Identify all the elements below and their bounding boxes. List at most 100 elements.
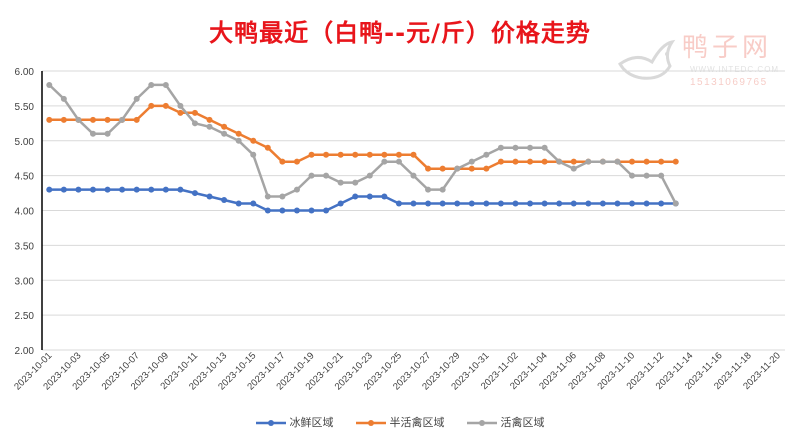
data-point: [366, 172, 373, 179]
data-point: [279, 207, 286, 214]
duck-logo-icon: [618, 39, 676, 80]
data-point: [60, 95, 67, 102]
data-point: [104, 186, 111, 193]
data-point: [381, 151, 388, 158]
data-point: [599, 158, 606, 165]
data-point: [191, 190, 198, 197]
data-point: [279, 158, 286, 165]
series-line-3: [48, 83, 677, 205]
data-point: [643, 172, 650, 179]
legend-label: 半活禽区域: [389, 417, 445, 429]
data-point: [323, 207, 330, 214]
data-point: [206, 193, 213, 200]
data-point: [352, 193, 359, 200]
y-tick-label: 6.00: [15, 67, 35, 78]
data-point: [512, 200, 519, 207]
data-point: [46, 186, 53, 193]
data-point: [483, 165, 490, 172]
data-point: [191, 120, 198, 127]
legend-item: 活禽区域: [466, 416, 545, 430]
data-point: [293, 207, 300, 214]
data-point: [191, 109, 198, 116]
data-point: [337, 179, 344, 186]
data-point: [308, 207, 315, 214]
data-point: [439, 200, 446, 207]
data-point: [323, 151, 330, 158]
legend-marker-icon: [466, 420, 497, 426]
data-point: [541, 144, 548, 151]
data-point: [468, 200, 475, 207]
data-point: [337, 151, 344, 158]
data-point: [337, 200, 344, 207]
legend-marker-icon: [355, 420, 386, 426]
data-point: [454, 165, 461, 172]
data-point: [352, 179, 359, 186]
y-tick-label: 3.00: [15, 276, 35, 287]
data-point: [629, 200, 636, 207]
data-point: [570, 158, 577, 165]
data-point: [264, 144, 271, 151]
data-point: [104, 116, 111, 123]
data-point: [104, 130, 111, 137]
legend-label: 活禽区域: [500, 417, 545, 429]
data-point: [46, 81, 53, 88]
data-point: [527, 200, 534, 207]
data-point: [60, 186, 67, 193]
data-point: [221, 130, 228, 137]
data-point: [614, 158, 621, 165]
data-point: [381, 193, 388, 200]
data-point: [250, 151, 257, 158]
data-point: [512, 144, 519, 151]
data-point: [323, 172, 330, 179]
data-point: [468, 158, 475, 165]
data-point: [221, 197, 228, 204]
data-point: [497, 158, 504, 165]
y-tick-label: 2.50: [15, 311, 35, 322]
data-point: [629, 158, 636, 165]
legend-item: 冰鲜区域: [255, 416, 334, 430]
data-point: [162, 186, 169, 193]
data-point: [308, 151, 315, 158]
data-point: [395, 158, 402, 165]
data-point: [250, 200, 257, 207]
data-point: [439, 165, 446, 172]
data-point: [425, 186, 432, 193]
data-point: [395, 200, 402, 207]
data-point: [162, 81, 169, 88]
data-point: [366, 151, 373, 158]
data-point: [512, 158, 519, 165]
data-point: [264, 207, 271, 214]
data-point: [570, 165, 577, 172]
data-point: [75, 186, 82, 193]
watermark-name: 鸭子网: [682, 33, 773, 63]
data-point: [527, 158, 534, 165]
series-line-1: [49, 188, 676, 212]
data-point: [629, 172, 636, 179]
data-point: [410, 151, 417, 158]
data-point: [60, 116, 67, 123]
data-point: [658, 172, 665, 179]
data-point: [483, 151, 490, 158]
data-point: [541, 200, 548, 207]
data-point: [658, 200, 665, 207]
data-point: [177, 102, 184, 109]
data-point: [221, 123, 228, 130]
data-point: [672, 200, 679, 207]
data-point: [162, 102, 169, 109]
y-tick-label: 4.00: [15, 207, 35, 218]
data-point: [177, 109, 184, 116]
data-point: [366, 193, 373, 200]
data-point: [235, 130, 242, 137]
data-point: [541, 158, 548, 165]
data-point: [89, 186, 96, 193]
data-point: [293, 158, 300, 165]
data-point: [279, 193, 286, 200]
data-point: [148, 186, 155, 193]
data-point: [133, 186, 140, 193]
data-point: [119, 116, 126, 123]
data-point: [308, 172, 315, 179]
data-point: [89, 130, 96, 137]
y-tick-label: 2.00: [15, 346, 35, 357]
data-point: [250, 137, 257, 144]
watermark-phone: 15131069765: [690, 77, 768, 88]
